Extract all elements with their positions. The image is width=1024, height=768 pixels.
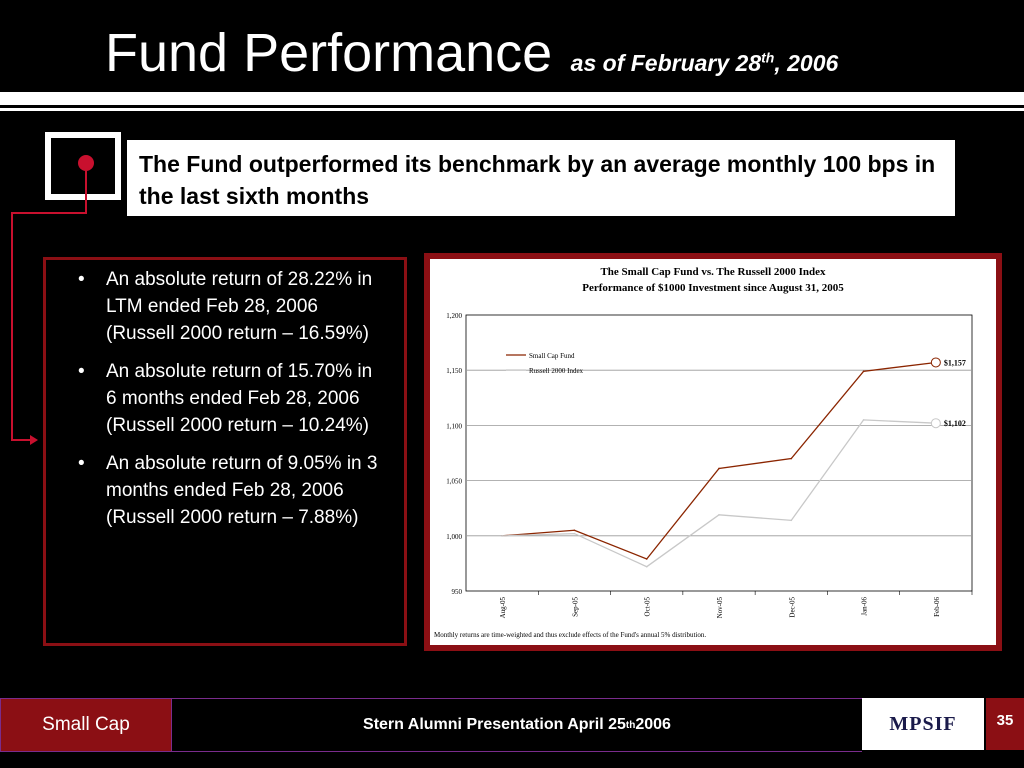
- plot-area: [465, 314, 973, 592]
- end-value-label: $1,102: [944, 419, 966, 428]
- legend-label: Small Cap Fund: [529, 352, 575, 360]
- data-point: [790, 519, 793, 522]
- data-point: [862, 419, 865, 421]
- end-marker: [930, 357, 941, 368]
- data-point: [645, 558, 648, 560]
- x-tick-label: Sep-05: [571, 597, 579, 617]
- legend-label: Russell 2000 Index: [529, 367, 584, 375]
- x-tick-label: Aug-05: [499, 597, 507, 619]
- chart-subtitle: Performance of $1000 Investment since Au…: [582, 282, 844, 294]
- y-tick-label: 1,000: [446, 533, 462, 541]
- title-main: Fund Performance: [105, 23, 553, 83]
- x-tick-label: Dec-05: [788, 597, 796, 618]
- series-line: [502, 361, 936, 560]
- y-tick-label: 1,150: [446, 367, 462, 375]
- bullet-panel: An absolute return of 28.22% in LTM ende…: [43, 257, 407, 646]
- connector-arrowhead: [30, 435, 38, 445]
- x-tick-label: Feb-06: [933, 597, 941, 617]
- y-tick-label: 1,100: [446, 422, 462, 430]
- y-tick-label: 1,200: [446, 312, 462, 320]
- data-point: [573, 529, 576, 532]
- bullet-list: An absolute return of 28.22% in LTM ende…: [78, 266, 388, 542]
- data-point: [790, 457, 793, 460]
- data-point: [501, 535, 503, 537]
- y-tick-label: 950: [452, 588, 463, 596]
- chart-frame: The Small Cap Fund vs. The Russell 2000 …: [424, 253, 1002, 651]
- y-tick-label: 1,050: [446, 478, 462, 486]
- footer-bar: Small Cap Stern Alumni Presentation Apri…: [0, 698, 1024, 752]
- callout-text: The Fund outperformed its benchmark by a…: [139, 151, 936, 209]
- data-point: [718, 514, 720, 516]
- performance-chart: The Small Cap Fund vs. The Russell 2000 …: [434, 266, 973, 639]
- data-point: [645, 565, 648, 568]
- bullet-item: An absolute return of 28.22% in LTM ende…: [78, 266, 388, 347]
- target-connector-icon: [11, 132, 121, 445]
- connector-line: [11, 170, 87, 441]
- title-rule-thick: [0, 92, 1024, 105]
- title-date-suffix: , 2006: [774, 50, 839, 76]
- chart-footnote: Monthly returns are time-weighted and th…: [434, 631, 706, 639]
- title-date-sup: th: [761, 49, 775, 66]
- target-dot: [78, 155, 94, 171]
- slide-title: Fund Performance as of February 28th, 20…: [105, 22, 838, 84]
- x-tick-label: Jan-06: [861, 597, 869, 616]
- page-number: 35: [986, 698, 1024, 750]
- chart-panel: The Small Cap Fund vs. The Russell 2000 …: [430, 259, 996, 645]
- title-rule-thin: [0, 108, 1024, 111]
- mpsif-logo: MPSIF: [862, 698, 984, 750]
- bullet-item: An absolute return of 9.05% in 3 months …: [78, 450, 388, 531]
- bullet-item: An absolute return of 15.70% in 6 months…: [78, 358, 388, 439]
- end-marker: [930, 418, 941, 429]
- end-value-label: $1,157: [944, 358, 966, 367]
- data-point: [862, 370, 865, 373]
- data-point: [718, 467, 720, 470]
- chart-title: The Small Cap Fund vs. The Russell 2000 …: [600, 266, 826, 278]
- logo-text: MPSIF: [889, 712, 957, 735]
- footer-title-suffix: 2006: [635, 716, 671, 733]
- footer-title-prefix: Stern Alumni Presentation April 25: [363, 716, 626, 733]
- callout-box: The Fund outperformed its benchmark by a…: [127, 140, 955, 216]
- title-date: as of February 28th, 2006: [570, 49, 839, 76]
- title-date-prefix: as of February 28: [570, 50, 762, 76]
- x-tick-label: Oct-05: [644, 597, 652, 617]
- footer-title-sup: th: [625, 719, 636, 731]
- target-box: [45, 132, 121, 200]
- footer-section-label: Small Cap: [0, 698, 172, 752]
- series-line: [502, 419, 936, 568]
- x-tick-label: Nov-05: [716, 597, 724, 619]
- data-point: [573, 532, 576, 535]
